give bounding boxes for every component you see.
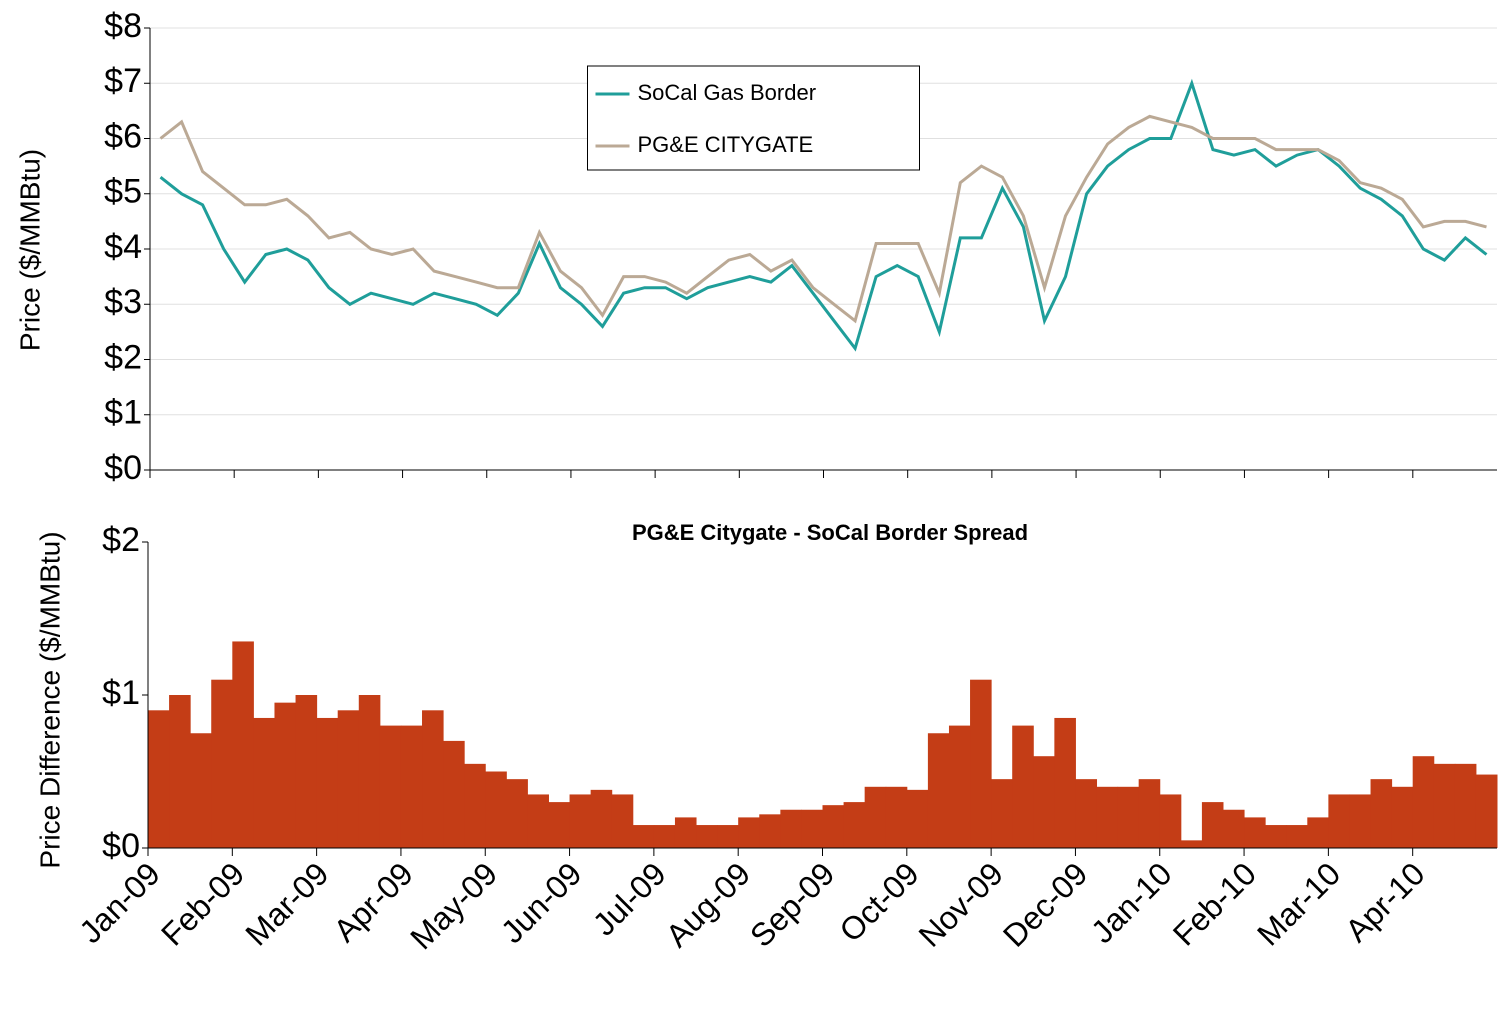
bar (1138, 779, 1161, 848)
bar (1370, 779, 1393, 848)
bar (632, 825, 655, 848)
bar (1012, 725, 1034, 848)
bar (1454, 763, 1477, 848)
y-axis-title: Price ($/MMBtu) (14, 149, 45, 351)
bar (1180, 840, 1203, 848)
bar (506, 779, 528, 848)
y-tick-label: $3 (104, 283, 142, 321)
bar (1096, 786, 1119, 848)
bar (1286, 825, 1308, 848)
bar (738, 817, 760, 848)
x-tick-label: May-09 (403, 855, 504, 956)
bar (885, 786, 908, 848)
bar (1412, 756, 1435, 848)
bar (674, 817, 697, 848)
bar (548, 802, 571, 848)
x-tick-label: Feb-09 (154, 855, 251, 952)
bar (569, 794, 592, 848)
y-tick-label: $6 (104, 117, 142, 155)
bar (379, 725, 402, 848)
bar (1433, 763, 1456, 848)
bar (822, 805, 845, 848)
bar (211, 679, 233, 848)
bar (1265, 825, 1287, 848)
x-tick-label: Apr-10 (1338, 855, 1431, 948)
bar (358, 695, 381, 848)
legend-label: PG&E CITYGATE (638, 132, 814, 157)
x-tick-label: Dec-09 (996, 855, 1094, 953)
bar (400, 725, 423, 848)
bar (611, 794, 634, 848)
y-tick-label: $4 (104, 228, 142, 266)
bar (696, 825, 718, 848)
bar (1033, 756, 1055, 848)
bar (527, 794, 549, 848)
x-tick-label: Aug-09 (659, 855, 757, 953)
y-tick-label: $0 (104, 449, 142, 487)
y-tick-label: $1 (102, 674, 140, 712)
bar (1054, 717, 1076, 848)
bar (927, 733, 950, 848)
bar (864, 786, 887, 848)
y-axis-title: Price Difference ($/MMBtu) (34, 531, 65, 868)
bar (337, 710, 360, 848)
bar (1222, 809, 1245, 848)
bar (948, 725, 971, 848)
x-tick-label: Nov-09 (912, 855, 1010, 953)
chart-title: PG&E Citygate - SoCal Border Spread (632, 520, 1028, 545)
bar (1117, 786, 1140, 848)
y-tick-label: $1 (104, 394, 142, 432)
x-tick-label: Mar-09 (238, 855, 335, 952)
data-line (159, 78, 1488, 352)
bar (443, 740, 465, 848)
bar (843, 802, 866, 848)
bar (801, 809, 823, 848)
bar (1349, 794, 1372, 848)
bar (759, 814, 781, 848)
bar (991, 779, 1013, 848)
y-tick-label: $8 (104, 7, 142, 45)
bar (295, 695, 318, 848)
bar (169, 695, 191, 848)
bar (148, 710, 170, 848)
data-line (159, 114, 1487, 324)
x-tick-label: Jan-09 (72, 855, 167, 950)
bar (1391, 786, 1414, 848)
x-tick-label: Feb-10 (1166, 855, 1263, 952)
bar (190, 733, 212, 848)
y-tick-label: $7 (104, 62, 142, 100)
x-tick-label: Jun-09 (494, 855, 589, 950)
bar (906, 789, 929, 848)
bar (485, 771, 507, 848)
bar (316, 717, 339, 848)
legend-label: SoCal Gas Border (638, 80, 817, 105)
bar (422, 710, 444, 848)
x-tick-label: Oct-09 (832, 855, 925, 948)
bar (717, 825, 739, 848)
bar (253, 717, 275, 848)
bar (1328, 794, 1350, 848)
bar (1075, 779, 1098, 848)
bar (464, 763, 486, 848)
bar (232, 641, 254, 848)
bar (970, 679, 992, 848)
bar (1307, 817, 1329, 848)
y-tick-label: $0 (102, 827, 140, 865)
bar (274, 702, 297, 848)
x-tick-label: Mar-10 (1250, 855, 1347, 952)
x-tick-label: Sep-09 (743, 855, 841, 953)
legend-box (587, 65, 920, 171)
bar (1244, 817, 1266, 848)
bar (590, 789, 613, 848)
bar (1159, 794, 1182, 848)
bar (1475, 774, 1498, 848)
bar (1201, 802, 1224, 848)
y-tick-label: $5 (104, 173, 142, 211)
y-tick-label: $2 (104, 338, 142, 376)
bar (653, 825, 676, 848)
x-tick-label: Jan-10 (1084, 855, 1179, 950)
y-tick-label: $2 (102, 521, 140, 559)
bar (780, 809, 802, 848)
